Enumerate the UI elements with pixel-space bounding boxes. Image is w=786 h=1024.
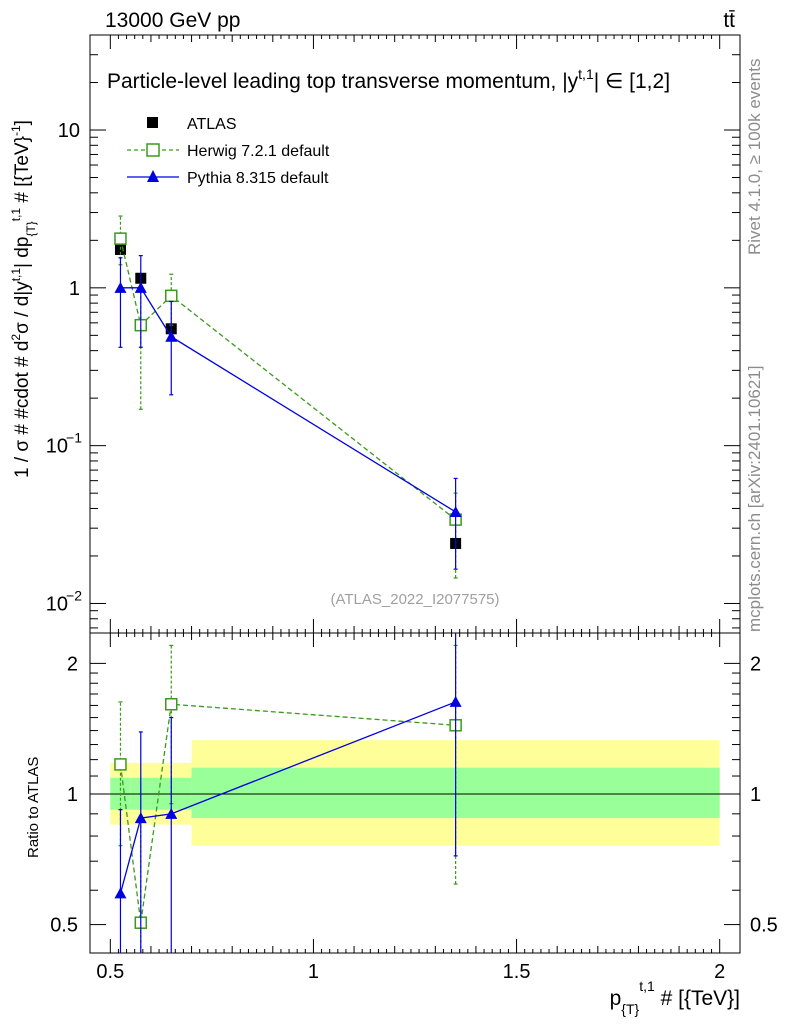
main-y-axis-label: 1 / σ # #cdot # d2σ / d|yt,1| dp{T}t,1 #… xyxy=(9,120,38,478)
ratio-herwig-point xyxy=(114,758,127,771)
legend-herwig-label: Herwig 7.2.1 default xyxy=(187,143,330,160)
main-y-tick-label: 10 xyxy=(46,436,68,458)
ylabel-part-d: # [{TeV} xyxy=(12,136,33,208)
ylabel-part-c: | dp xyxy=(12,237,33,268)
xlabel-part-b: # [{TeV}] xyxy=(655,987,740,1010)
ratio-y-tick-label-left: 1 xyxy=(67,784,78,806)
ylabel-part-b: σ / d|y xyxy=(12,281,33,334)
mcplots-label: mcplots.cern.ch [arXiv:2401.10621] xyxy=(745,366,764,632)
x-tick-label: 1.5 xyxy=(503,961,531,983)
ratio-y-tick-label-right: 2 xyxy=(750,653,761,675)
xlabel-part-a-sup: t,1 xyxy=(639,978,655,994)
legend-atlas-marker xyxy=(147,117,158,128)
rivet-version-label: Rivet 4.1.0, ≥ 100k events xyxy=(745,59,764,255)
main-pythia-point xyxy=(165,330,178,342)
main-title: Particle-level leading top transverse mo… xyxy=(107,66,670,93)
energy-label: 13000 GeV pp xyxy=(105,9,240,32)
xlabel-part-a-sub: {T} xyxy=(621,1001,639,1017)
main-y-tick-exponent: −1 xyxy=(66,430,82,446)
main-pythia-point xyxy=(449,505,462,517)
ratio-uncertainty-bands xyxy=(90,740,740,846)
main-y-tick-label: 10 xyxy=(58,120,80,142)
x-tick-label: 1 xyxy=(308,961,319,983)
ratio-herwig-line xyxy=(119,703,456,923)
main-y-tick-label: 10 xyxy=(46,593,68,615)
ratio-pythia-point xyxy=(165,807,178,819)
main-title-text: Particle-level leading top transverse mo… xyxy=(107,70,579,93)
main-herwig-point xyxy=(114,232,127,245)
ratio-herwig-point xyxy=(165,698,178,711)
ylabel-part-e: ] xyxy=(12,120,33,125)
main-title-sup: t,1 xyxy=(578,66,594,82)
main-pythia-point xyxy=(134,281,147,293)
ratio-y-axis-label: Ratio to ATLAS xyxy=(25,757,42,858)
x-tick-label: 0.5 xyxy=(96,961,124,983)
xlabel-part-a: p xyxy=(610,987,622,1010)
main-title-tail: | ∈ [1,2] xyxy=(594,70,670,93)
main-herwig-point xyxy=(165,289,178,303)
ylabel-part-b-sup: t,1 xyxy=(9,268,23,282)
ratio-pythia-point xyxy=(449,695,462,707)
ratio-pythia-point xyxy=(134,812,147,824)
x-axis-label: p{T}t,1 # [{TeV}] xyxy=(610,978,740,1017)
main-pythia-point xyxy=(114,281,127,293)
ratio-y-ticks: 0.5 0.5 1 1 2 2 xyxy=(50,653,778,936)
legend-pythia-label: Pythia 8.315 default xyxy=(187,170,329,187)
main-herwig-line xyxy=(119,238,457,521)
legend-atlas-label: ATLAS xyxy=(187,116,237,133)
ratio-y-tick-label-left: 0.5 xyxy=(50,915,78,937)
reference-label: (ATLAS_2022_I2077575) xyxy=(330,591,499,608)
main-series xyxy=(114,215,462,579)
ratio-y-tick-label-right: 0.5 xyxy=(750,915,778,937)
legend: ATLAS Herwig 7.2.1 default Pythia 8.315 … xyxy=(127,116,330,187)
x-tick-label: 2 xyxy=(714,961,725,983)
process-label: tt̄ xyxy=(723,9,735,32)
main-x-ticks xyxy=(109,35,721,633)
ratio-pythia-point xyxy=(114,887,127,899)
main-pythia-line xyxy=(120,287,456,513)
ratio-y-tick-label-right: 1 xyxy=(750,784,761,806)
ylabel-part-d-sup: -1 xyxy=(9,125,23,136)
ylabel-part-c-sup: t,1 xyxy=(9,208,23,222)
legend-pythia-marker xyxy=(147,170,159,182)
ratio-pythia-line xyxy=(119,701,456,894)
ylabel-part-a: 1 / σ # #cdot # d xyxy=(12,341,33,478)
ylabel-part-c-sub: {T} xyxy=(24,221,38,236)
ratio-panel: 0.5 0.5 1 1 2 2 0.5 1 1.5 2 Ratio to ATLAS p{T}t… xyxy=(25,632,778,1017)
ratio-frame xyxy=(89,632,741,954)
main-y-tick-exponent: −2 xyxy=(66,587,82,603)
ratio-x-ticks: 0.5 1 1.5 2 xyxy=(96,633,725,983)
ratio-y-tick-label-left: 2 xyxy=(67,653,78,675)
ylabel-part-a-sup: 2 xyxy=(9,334,23,341)
legend-herwig-marker xyxy=(146,143,160,157)
main-y-tick-label: 1 xyxy=(69,278,80,300)
ratio-series xyxy=(114,633,462,953)
